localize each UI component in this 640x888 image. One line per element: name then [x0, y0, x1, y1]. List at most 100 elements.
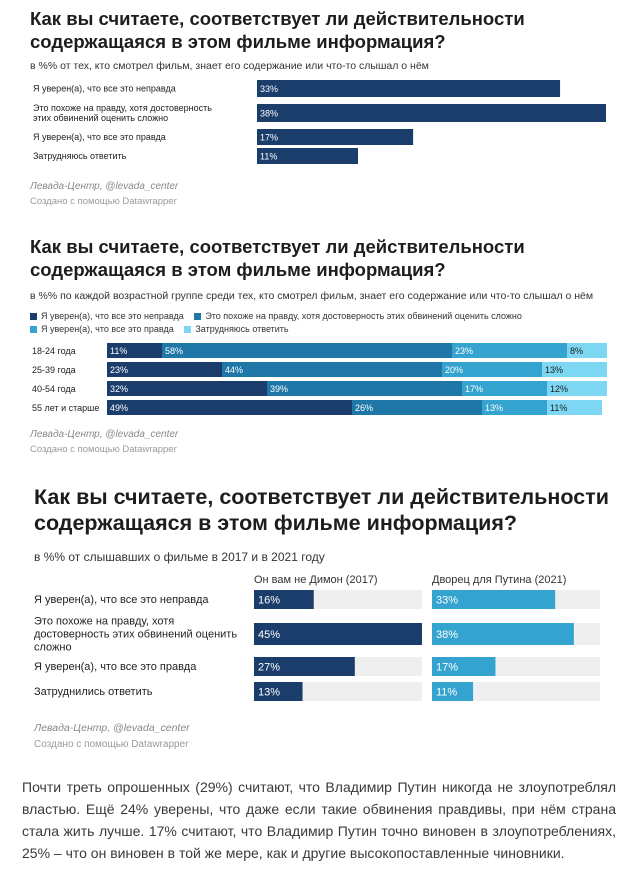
- chart-3-plot: Я уверен(а), что все это неправда 16% 33% Э…: [34, 590, 600, 701]
- stacked-bar-segment: [547, 400, 602, 415]
- category-label: 25-39 года: [32, 365, 76, 375]
- chart-2-source[interactable]: Левада-Центр, @levada_center: [30, 429, 179, 440]
- value-label: 33%: [260, 84, 278, 94]
- legend-swatch: [184, 325, 192, 333]
- value-label: 23%: [110, 365, 128, 375]
- chart-2-title: Как вы считаете, соответствует ли действ…: [30, 236, 525, 280]
- bar: [254, 657, 355, 676]
- stacked-bar-segment: [567, 343, 607, 358]
- category-label: Я уверен(а), что все это неправда: [34, 594, 209, 606]
- category-label: 40-54 года: [32, 384, 76, 394]
- bar: [432, 682, 474, 701]
- bar: [432, 623, 574, 645]
- stacked-bar-segment: [107, 381, 267, 396]
- value-label: 13%: [545, 365, 563, 375]
- value-label: 17%: [260, 133, 278, 143]
- chart-1-credit[interactable]: Создано с помощью Datawrapper: [30, 196, 177, 207]
- stacked-bar-segment: [107, 362, 222, 377]
- value-label: 49%: [110, 403, 128, 413]
- value-label: 38%: [260, 109, 278, 119]
- bar-track: [432, 682, 600, 701]
- category-label: Я уверен(а), что все это неправда: [33, 84, 176, 94]
- value-label: 45%: [258, 629, 280, 641]
- bar: [257, 129, 414, 145]
- value-label: 16%: [258, 595, 280, 607]
- value-label: 58%: [165, 346, 183, 356]
- category-label: Это похоже на правду, хотя достоверность…: [33, 103, 212, 123]
- value-label: 12%: [550, 384, 568, 394]
- chart-1-source[interactable]: Левада-Центр, @levada_center: [30, 181, 179, 192]
- legend-label: Я уверен(а), что все это неправда: [41, 311, 184, 321]
- stacked-bar-segment: [222, 362, 442, 377]
- column-header-2021: Дворец для Путина (2021): [432, 574, 567, 586]
- value-label: 32%: [110, 384, 128, 394]
- bar: [254, 590, 314, 609]
- bar: [257, 80, 561, 97]
- value-label: 11%: [260, 152, 277, 162]
- value-label: 11%: [550, 403, 567, 413]
- chart-2-plot: 18-24 года 11% 58% 23% 8% 25-39 года 23% 44% 20%…: [32, 343, 607, 415]
- value-label: 38%: [436, 629, 458, 641]
- value-label: 44%: [225, 365, 243, 375]
- value-label: 39%: [270, 384, 288, 394]
- chart-1-title: Как вы считаете, соответствует ли действ…: [30, 8, 525, 52]
- stacked-bar-segment: [482, 400, 547, 415]
- category-label: Я уверен(а), что все это правда: [33, 132, 166, 142]
- bar: [432, 657, 496, 676]
- legend-swatch: [194, 312, 202, 320]
- bar: [257, 148, 359, 164]
- article-paragraph: Почти треть опрошенных (29%) считают, чт…: [22, 779, 616, 861]
- category-label: Затрудняюсь ответить: [33, 151, 127, 161]
- value-label: 11%: [110, 346, 127, 356]
- bar: [254, 623, 422, 645]
- chart-2-credit[interactable]: Создано с помощью Datawrapper: [30, 444, 177, 455]
- chart-3-subtitle: в %% от слышавших о фильме в 2017 и в 20…: [34, 550, 325, 564]
- stacked-bar-segment: [267, 381, 462, 396]
- stacked-bar-segment: [107, 400, 352, 415]
- value-label: 13%: [258, 687, 280, 699]
- chart-2-legend: Я уверен(а), что все это неправда Это по…: [30, 310, 610, 336]
- bar: [432, 590, 556, 609]
- chart-1-subtitle: в %% от тех, кто смотрел фильм, знает ег…: [30, 60, 429, 72]
- value-label: 17%: [465, 384, 483, 394]
- category-label: Затруднились ответить: [34, 686, 153, 698]
- chart-3-credit[interactable]: Создано с помощью Datawrapper: [34, 739, 189, 750]
- chart-2-subtitle: в %% по каждой возрастной группе среди т…: [30, 290, 594, 302]
- value-label: 20%: [445, 365, 463, 375]
- chart-2: Как вы считаете, соответствует ли действ…: [0, 228, 640, 455]
- value-label: 33%: [436, 595, 458, 607]
- legend-label: Это похоже на правду, хотя достоверность…: [205, 311, 522, 321]
- chart-3-source[interactable]: Левада-Центр, @levada_center: [34, 722, 190, 734]
- bar: [257, 104, 606, 122]
- value-label: 11%: [436, 687, 457, 699]
- stacked-bar-segment: [107, 343, 162, 358]
- chart-3: Как вы считаете, соответствует ли действ…: [0, 478, 640, 750]
- stacked-bar-segment: [542, 362, 607, 377]
- category-label: Это похоже на правду, хотя достоверность …: [34, 616, 237, 654]
- stacked-bar-segment: [352, 400, 482, 415]
- legend-label: Затрудняюсь ответить: [195, 324, 289, 335]
- value-label: 26%: [355, 403, 373, 413]
- legend-swatch: [30, 325, 37, 333]
- value-label: 23%: [455, 346, 473, 356]
- stacked-bar-segment: [547, 381, 607, 396]
- stacked-bar-segment: [442, 362, 542, 377]
- column-header-2017: Он вам не Димон (2017): [254, 574, 378, 586]
- chart-3-title: Как вы считаете, соответствует ли действ…: [34, 485, 609, 536]
- stacked-bar-segment: [452, 343, 567, 358]
- value-label: 17%: [436, 662, 458, 674]
- chart-1: Как вы считаете, соответствует ли действ…: [0, 0, 640, 214]
- stacked-bar-segment: [162, 343, 452, 358]
- category-label: 55 лет и старше: [32, 403, 99, 413]
- legend-label: Я уверен(а), что все это правда: [41, 324, 174, 335]
- legend-item: Я уверен(а), что все это неправда: [30, 311, 184, 321]
- legend-item: Затрудняюсь ответить: [184, 324, 289, 335]
- category-label: Я уверен(а), что все это правда: [34, 661, 197, 673]
- legend-item: Это похоже на правду, хотя достоверность…: [194, 311, 522, 321]
- legend-item: Я уверен(а), что все это правда: [30, 324, 174, 334]
- legend-swatch: [30, 312, 37, 320]
- bar: [254, 682, 303, 701]
- value-label: 8%: [570, 346, 583, 356]
- value-label: 27%: [258, 662, 280, 674]
- stacked-bar-segment: [462, 381, 547, 396]
